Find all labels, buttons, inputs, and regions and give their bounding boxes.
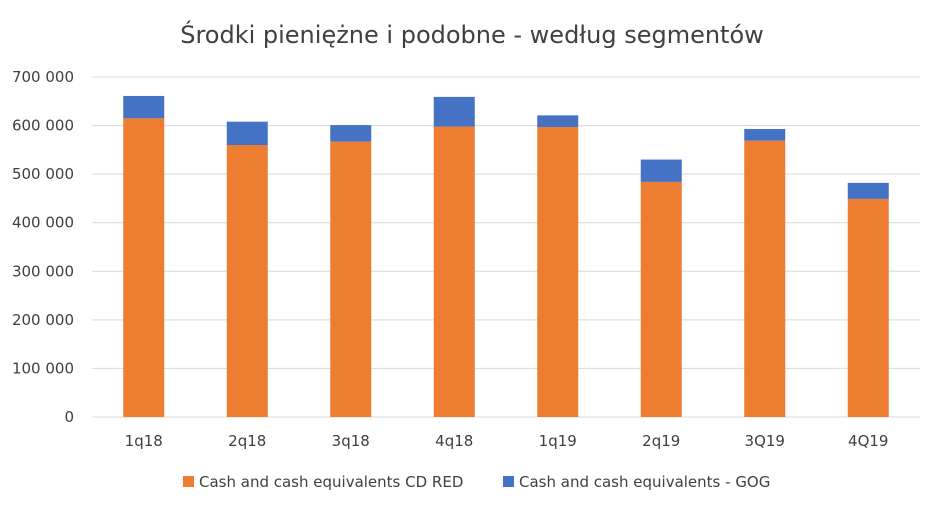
x-tick-label: 3Q19 [745, 432, 785, 450]
bar-segment-series-2 [123, 95, 165, 119]
x-tick-label: 4q18 [435, 432, 473, 450]
y-axis-tick-labels: 0 100 000 200 000 300 000 400 000 500 000 600 … [12, 68, 74, 426]
x-tick-label: 4Q19 [848, 432, 888, 450]
x-tick-label: 1q19 [539, 432, 577, 450]
bar-segment-series-1 [640, 181, 682, 417]
y-tick-label: 0 [64, 408, 74, 426]
y-tick-label: 400 000 [12, 214, 74, 232]
bar-segment-series-2 [744, 128, 786, 141]
legend-item: Cash and cash equivalents CD RED [183, 473, 463, 491]
x-axis-tick-labels: 1q18 2q18 3q18 4q18 1q19 2q19 3Q19 4Q19 [125, 432, 889, 450]
x-tick-label: 1q18 [125, 432, 163, 450]
bar-segment-series-1 [744, 140, 786, 417]
y-tick-label: 100 000 [12, 359, 74, 377]
bar-segment-series-1 [330, 141, 372, 417]
bar-segment-series-2 [226, 121, 268, 145]
bar-segment-series-2 [433, 96, 475, 127]
bar-segment-series-2 [537, 115, 579, 128]
x-tick-label: 2q19 [642, 432, 680, 450]
gridlines [92, 76, 920, 418]
y-tick-label: 300 000 [12, 262, 74, 280]
bar-segment-series-1 [537, 127, 579, 418]
legend: Cash and cash equivalents CD RED Cash and… [183, 473, 770, 491]
legend-label: Cash and cash equivalents - GOG [519, 473, 770, 491]
bar-segment-series-1 [847, 198, 889, 417]
legend-swatch [183, 476, 194, 487]
bar-segment-series-2 [640, 159, 682, 182]
bar-segment-series-1 [433, 126, 475, 418]
x-tick-label: 3q18 [332, 432, 370, 450]
y-tick-label: 600 000 [12, 117, 74, 135]
legend-swatch [503, 476, 514, 487]
bar-segment-series-2 [330, 125, 372, 142]
y-tick-label: 500 000 [12, 165, 74, 183]
legend-label: Cash and cash equivalents CD RED [199, 473, 463, 491]
bar-segment-series-2 [847, 182, 889, 199]
chart-title: Środki pieniężne i podobne - według segm… [180, 19, 764, 49]
x-tick-label: 2q18 [228, 432, 266, 450]
y-tick-label: 200 000 [12, 311, 74, 329]
bar-segment-series-1 [123, 118, 165, 418]
bar-segment-series-1 [226, 145, 268, 417]
y-tick-label: 700 000 [12, 68, 74, 86]
legend-item: Cash and cash equivalents - GOG [503, 473, 770, 491]
bars [123, 95, 889, 418]
